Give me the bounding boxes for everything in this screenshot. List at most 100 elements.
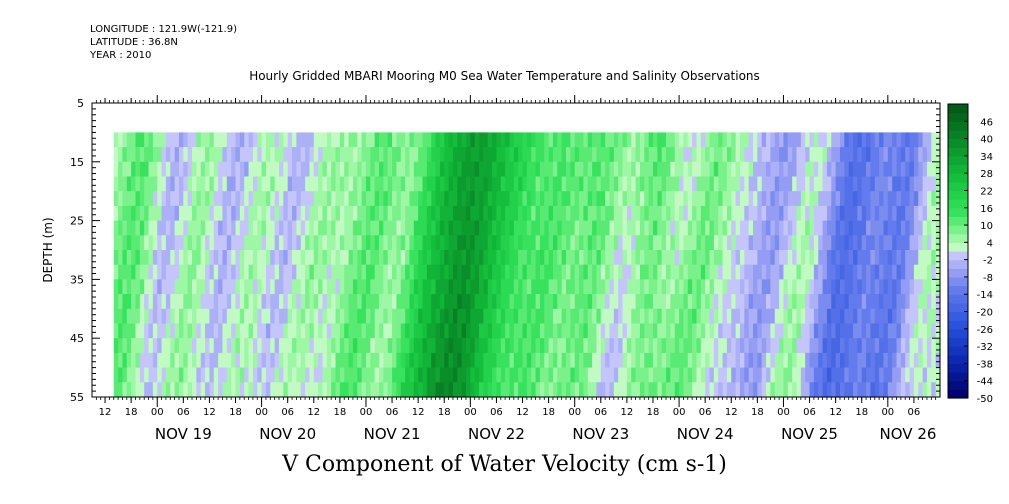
heatmap-cell [748,367,754,383]
heatmap-cell [883,205,889,222]
heatmap-cell [839,220,845,236]
heatmap-cell [692,132,698,148]
heatmap-cell [909,323,915,339]
heatmap-cell [539,147,545,163]
heatmap-cell [796,250,802,266]
heatmap-cell [283,352,289,369]
heatmap-cell [322,294,328,310]
heatmap-cell [783,235,789,251]
heatmap-cell [766,352,771,369]
heatmap-cell [579,264,585,280]
heatmap-cell [648,367,654,383]
heatmap-cell [887,205,893,222]
heatmap-cell [566,235,571,251]
heatmap-cell [670,308,676,325]
heatmap-cell [226,250,232,266]
heatmap-cell [244,220,250,236]
heatmap-cell [170,323,176,339]
heatmap-cell [631,147,637,163]
heatmap-cell [609,264,615,280]
heatmap-cell [461,382,467,398]
heatmap-cell [548,176,554,192]
heatmap-cell [400,352,406,369]
heatmap-cell [370,132,376,148]
y-tick-label: 45 [70,332,84,345]
heatmap-cell [805,338,811,354]
heatmap-cell [844,367,850,383]
heatmap-cell [357,279,363,295]
heatmap-cell [422,338,428,354]
heatmap-cell [500,308,506,325]
heatmap-cell [757,279,763,295]
heatmap-cell [870,132,876,148]
heatmap-cell [696,235,702,251]
heatmap-cell [600,308,606,325]
heatmap-cell [800,147,806,163]
heatmap-cell [448,264,454,280]
heatmap-cell [748,147,754,163]
heatmap-cell [396,235,402,251]
heatmap-cell [905,294,911,310]
heatmap-cell [257,294,263,310]
heatmap-cell [853,147,858,163]
heatmap-cell [579,338,585,354]
heatmap-cell [479,176,484,192]
x-hour-label: 18 [542,407,555,418]
colorbar-bin [948,190,968,200]
heatmap-cell [518,294,524,310]
heatmap-cell [370,308,376,325]
heatmap-cell [926,294,932,310]
heatmap-cell [552,352,558,369]
heatmap-cell [187,235,193,251]
heatmap-cell [548,279,554,295]
heatmap-cell [357,235,363,251]
heatmap-cell [139,132,145,148]
heatmap-cell [439,338,445,354]
heatmap-cell [235,191,241,207]
heatmap-cell [861,205,867,222]
heatmap-cell [522,161,528,178]
heatmap-cell [126,382,132,398]
heatmap-cell [683,235,689,251]
heatmap-cell [900,382,906,398]
heatmap-cell [265,176,271,192]
heatmap-cell [157,338,163,354]
heatmap-cell [622,250,628,266]
heatmap-cell [287,132,293,148]
heatmap-cell [696,308,702,325]
heatmap-cell [652,323,658,339]
heatmap-cell [605,294,611,310]
heatmap-cell [552,191,558,207]
heatmap-cell [922,279,928,295]
heatmap-cell [700,264,706,280]
heatmap-cell [522,147,528,163]
heatmap-cell [800,308,806,325]
heatmap-cell [635,352,641,369]
heatmap-cell [757,352,763,369]
heatmap-cell [318,132,324,148]
heatmap-cell [192,352,197,369]
heatmap-cell [674,323,680,339]
heatmap-cell [174,323,180,339]
heatmap-cell [935,279,941,295]
heatmap-cell [222,235,228,251]
heatmap-cell [874,161,880,178]
heatmap-cell [526,323,532,339]
heatmap-cell [139,294,145,310]
heatmap-cell [226,308,232,325]
heatmap-cell [461,308,467,325]
heatmap-cell [713,294,719,310]
heatmap-cell [826,161,832,178]
heatmap-cell [283,308,289,325]
heatmap-cell [787,147,793,163]
heatmap-cell [809,279,815,295]
heatmap-cell [244,250,250,266]
heatmap-cell [278,367,284,383]
heatmap-cell [326,250,332,266]
heatmap-cell [544,367,550,383]
heatmap-cell [300,294,306,310]
heatmap-cell [874,367,880,383]
heatmap-cell [113,205,119,222]
heatmap-cell [126,220,132,236]
heatmap-cell [509,294,515,310]
